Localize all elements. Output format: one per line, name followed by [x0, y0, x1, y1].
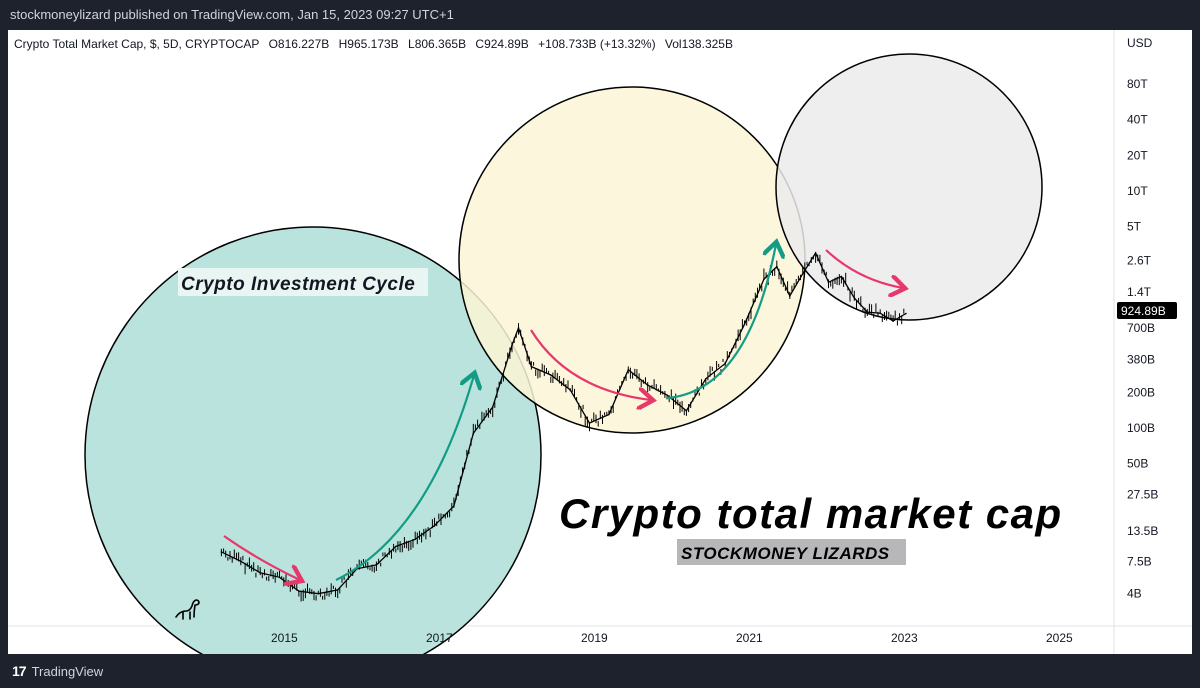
- x-tick-label: 2019: [581, 631, 608, 645]
- decline-arrow-3: [825, 249, 903, 288]
- price-point: [395, 545, 397, 548]
- cycle-label: Crypto Investment Cycle: [181, 274, 415, 295]
- symbol-name: Crypto Total Market Cap, $, 5D, CRYPTOCA…: [14, 37, 259, 51]
- chart-frame[interactable]: Crypto Total Market Cap, $, 5D, CRYPTOCA…: [8, 30, 1192, 684]
- price-point: [259, 572, 261, 574]
- y-tick-label: 4B: [1127, 587, 1142, 601]
- price-point: [569, 389, 571, 391]
- x-tick-label: 2025: [1046, 631, 1073, 645]
- cycle-label-background: [178, 268, 428, 296]
- price-point: [433, 524, 436, 527]
- price-point: [317, 592, 320, 595]
- last-price-label: 924.89B: [1121, 304, 1166, 318]
- cycle-circle-current: [775, 53, 1043, 321]
- published-line: stockmoneylizard published on TradingVie…: [10, 7, 454, 22]
- ohlc-low: L806.365B: [408, 37, 466, 51]
- y-tick-label: 700B: [1127, 321, 1155, 335]
- y-tick-label: 10T: [1127, 184, 1148, 198]
- decline-arrow-2: [530, 329, 651, 400]
- ohlc-high: H965.173B: [339, 37, 399, 51]
- price-point: [646, 384, 649, 386]
- price-point: [530, 365, 533, 368]
- price-point: [278, 576, 281, 579]
- main-title: Crypto total market cap: [559, 490, 1063, 537]
- price-point: [879, 312, 881, 315]
- ohlc-open: O816.227B: [269, 37, 330, 51]
- price-point: [905, 312, 907, 315]
- y-tick-label: 5T: [1127, 220, 1142, 234]
- price-point: [685, 409, 688, 412]
- tradingview-logo[interactable]: 17 TradingView: [12, 663, 103, 679]
- branding-footer: 17 TradingView: [0, 654, 1200, 688]
- price-point: [298, 590, 300, 592]
- y-tick-label: 200B: [1127, 385, 1155, 399]
- ohlc-volume: Vol138.325B: [665, 37, 733, 51]
- dinosaur-icon: [175, 599, 200, 620]
- y-tick-label: 80T: [1127, 77, 1148, 91]
- price-point: [336, 589, 339, 591]
- price-point: [608, 413, 610, 416]
- price-point: [375, 564, 378, 566]
- price-point: [840, 275, 843, 278]
- price-axis[interactable]: 80T 40T 20T 10T 5T 2.6T 1.4T 700B 380B 200B 100B 50…: [1127, 77, 1158, 601]
- currency-label: USD: [1127, 36, 1153, 50]
- price-point: [511, 344, 513, 347]
- price-point: [743, 323, 746, 326]
- y-tick-label: 20T: [1127, 148, 1148, 162]
- price-point: [853, 297, 856, 299]
- ohlc-change: +108.733B (+13.32%): [538, 37, 655, 51]
- last-price-tag: [1117, 302, 1177, 319]
- price-point: [453, 505, 455, 507]
- price-point: [550, 374, 552, 376]
- y-tick-label: 27.5B: [1127, 487, 1158, 501]
- price-point: [801, 273, 804, 275]
- y-tick-label: 2.6T: [1127, 253, 1152, 267]
- rally-arrow-2: [667, 244, 776, 400]
- price-point: [588, 422, 591, 424]
- brand-label-background: [677, 539, 906, 565]
- y-tick-label: 380B: [1127, 352, 1155, 366]
- published-header: stockmoneylizard published on TradingVie…: [0, 0, 1200, 30]
- x-tick-label: 2021: [736, 631, 763, 645]
- y-tick-label: 13.5B: [1127, 524, 1158, 538]
- price-point: [491, 406, 494, 408]
- price-point: [414, 538, 417, 541]
- price-point: [472, 432, 475, 435]
- y-tick-label: 7.5B: [1127, 554, 1152, 568]
- price-point: [517, 327, 520, 329]
- price-point: [627, 369, 630, 371]
- price-point: [705, 378, 707, 380]
- y-tick-label: 100B: [1127, 421, 1155, 435]
- price-series: [220, 251, 907, 602]
- decline-arrow-1: [223, 535, 300, 580]
- tradingview-brand: TradingView: [31, 663, 104, 679]
- price-point: [892, 320, 894, 322]
- price-point: [763, 278, 765, 281]
- time-axis[interactable]: 2015 2017 2019 2021 2023 2025: [271, 631, 1073, 645]
- chart-svg[interactable]: Crypto Total Market Cap, $, 5D, CRYPTOCA…: [8, 30, 1192, 684]
- y-tick-label: 1.4T: [1127, 285, 1152, 299]
- ohlc-close: C924.89B: [475, 37, 528, 51]
- price-point: [866, 311, 869, 313]
- rally-arrow-1: [335, 375, 474, 581]
- price-point: [240, 560, 242, 563]
- brand-label: STOCKMONEY LIZARDS: [681, 544, 890, 563]
- price-point: [220, 551, 223, 553]
- price-point: [789, 295, 791, 297]
- cycle-circle-growth: [458, 86, 806, 434]
- x-tick-label: 2023: [891, 631, 918, 645]
- price-point: [724, 362, 726, 365]
- x-tick-label: 2015: [271, 631, 298, 645]
- price-point: [827, 281, 830, 283]
- y-tick-label: 50B: [1127, 457, 1148, 471]
- symbol-ohlc-line: Crypto Total Market Cap, $, 5D, CRYPTOCA…: [14, 37, 733, 51]
- price-point: [814, 252, 817, 254]
- price-point: [666, 394, 668, 396]
- y-tick-label: 40T: [1127, 113, 1148, 127]
- price-point: [776, 265, 778, 268]
- x-tick-label: 2017: [426, 631, 453, 645]
- tradingview-logo-icon: 17: [12, 663, 27, 679]
